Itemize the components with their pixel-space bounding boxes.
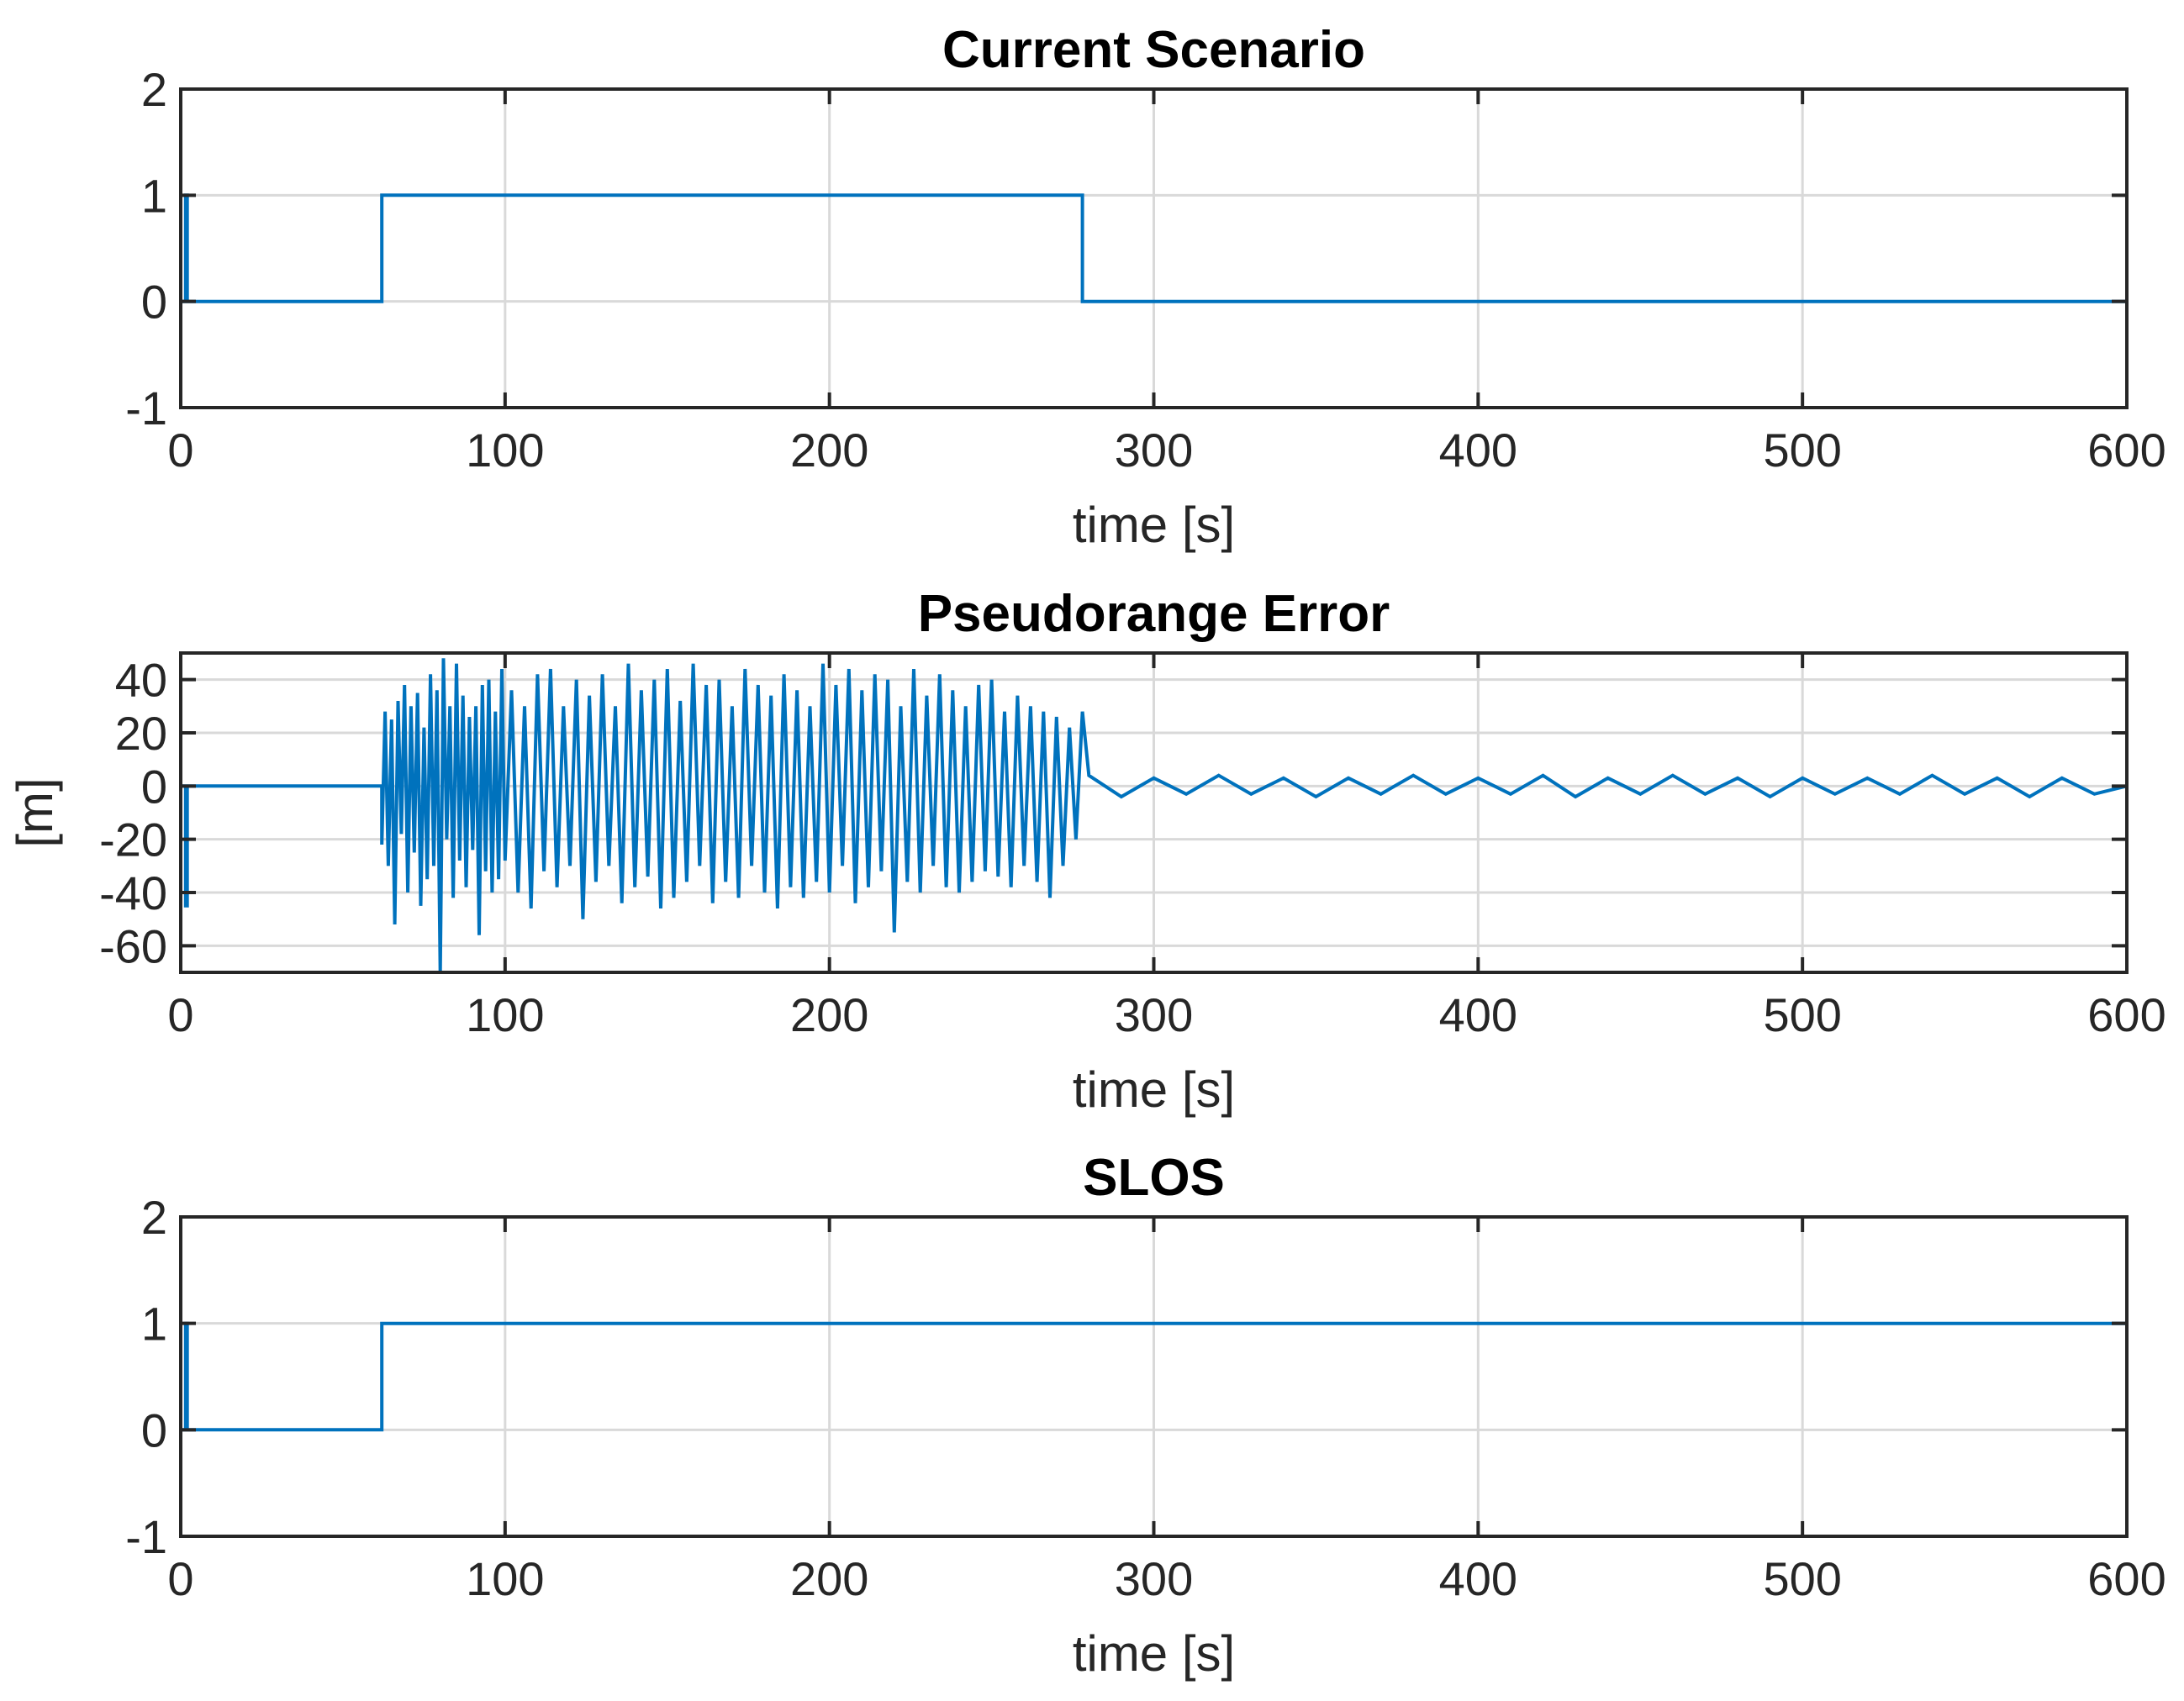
y-tick-label: 0 bbox=[141, 1403, 167, 1456]
chart-title: Current Scenario bbox=[942, 21, 1365, 79]
x-axis-label: time [s] bbox=[1073, 1625, 1235, 1682]
x-tick-label: 200 bbox=[790, 988, 868, 1041]
y-tick-label: 1 bbox=[141, 1298, 167, 1351]
x-tick-label: 400 bbox=[1439, 424, 1517, 477]
y-tick-label: 20 bbox=[115, 707, 167, 760]
x-tick-label: 600 bbox=[2087, 988, 2166, 1041]
y-axis-label: [m] bbox=[7, 777, 63, 847]
x-tick-label: 300 bbox=[1115, 424, 1193, 477]
x-tick-label: 400 bbox=[1439, 988, 1517, 1041]
chart-title: SLOS bbox=[1083, 1149, 1225, 1207]
x-tick-label: 400 bbox=[1439, 1552, 1517, 1605]
x-axis-label: time [s] bbox=[1073, 497, 1235, 553]
x-tick-label: 100 bbox=[466, 424, 544, 477]
y-tick-label: -20 bbox=[99, 814, 167, 866]
x-tick-label: 300 bbox=[1115, 988, 1193, 1041]
x-tick-label: 0 bbox=[167, 988, 193, 1041]
y-tick-label: 0 bbox=[141, 760, 167, 813]
y-tick-label: -40 bbox=[99, 866, 167, 919]
y-tick-label: 0 bbox=[141, 276, 167, 329]
y-tick-label: 40 bbox=[115, 654, 167, 707]
x-tick-label: 500 bbox=[1763, 988, 1841, 1041]
x-tick-label: 100 bbox=[466, 1552, 544, 1605]
y-tick-label: 1 bbox=[141, 169, 167, 222]
x-tick-label: 500 bbox=[1763, 424, 1841, 477]
x-tick-label: 200 bbox=[790, 1552, 868, 1605]
chart-panel: 0 100 200 300 400 500 600-60-40-2002040Pseudor… bbox=[7, 585, 2166, 1118]
series-line bbox=[181, 193, 2127, 303]
y-tick-label: -1 bbox=[125, 1510, 167, 1563]
x-tick-label: 600 bbox=[2087, 1552, 2166, 1605]
series-line bbox=[181, 1321, 2127, 1432]
x-tick-label: 300 bbox=[1115, 1552, 1193, 1605]
series-line bbox=[181, 658, 2128, 973]
x-tick-label: 500 bbox=[1763, 1552, 1841, 1605]
y-tick-label: -60 bbox=[99, 919, 167, 972]
x-tick-label: 600 bbox=[2087, 424, 2166, 477]
x-tick-label: 0 bbox=[167, 424, 193, 477]
x-axis-label: time [s] bbox=[1073, 1061, 1235, 1118]
x-tick-label: 0 bbox=[167, 1552, 193, 1605]
x-tick-label: 200 bbox=[790, 424, 868, 477]
y-tick-label: -1 bbox=[125, 382, 167, 434]
x-tick-label: 100 bbox=[466, 988, 544, 1041]
chart-title: Pseudorange Error bbox=[918, 585, 1390, 643]
y-tick-label: 2 bbox=[141, 1191, 167, 1244]
y-tick-label: 2 bbox=[141, 63, 167, 116]
